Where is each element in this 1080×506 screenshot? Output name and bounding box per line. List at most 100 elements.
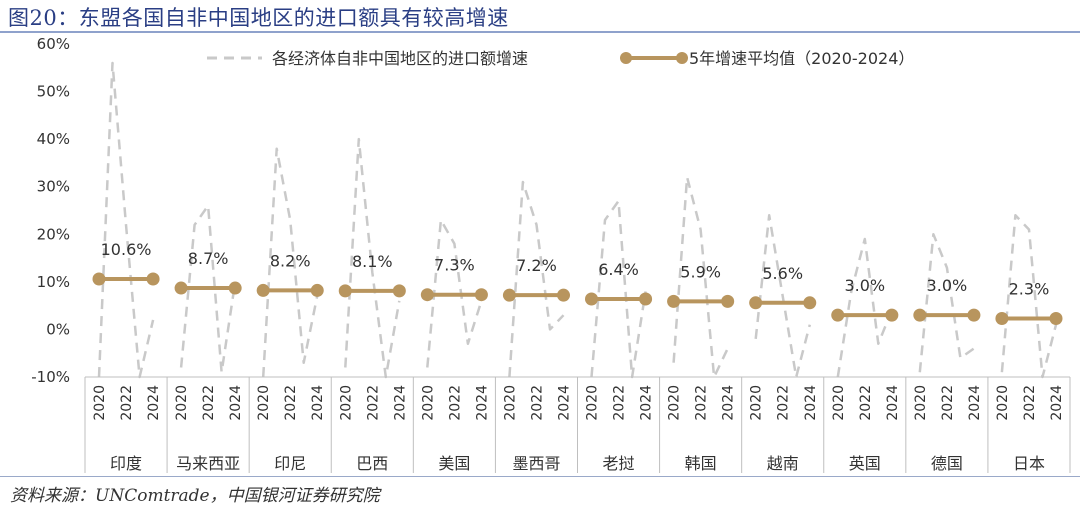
x-tick-label: 2022 <box>447 385 463 421</box>
growth-series-line <box>344 137 401 379</box>
legend-avg-label: 5年增速平均值（2020-2024） <box>689 49 914 68</box>
x-tick-label: 2024 <box>967 385 983 421</box>
legend-avg-marker <box>620 52 632 64</box>
category-label: 英国 <box>849 454 881 473</box>
growth-series-line <box>179 204 237 374</box>
y-tick-label: 50% <box>37 83 70 101</box>
x-tick-label: 2024 <box>392 385 408 421</box>
avg-point <box>667 294 681 308</box>
x-tick-label: 2024 <box>803 385 819 421</box>
x-tick-label: 2020 <box>338 385 354 421</box>
avg-data-label: 8.1% <box>352 252 393 271</box>
growth-series-line <box>672 175 729 379</box>
y-tick-label: 0% <box>46 320 70 338</box>
avg-point <box>803 296 817 310</box>
avg-data-label: 10.6% <box>101 240 152 259</box>
source-note: 资料来源：UNComtrade，中国银河证券研究院 <box>10 486 380 506</box>
y-tick-label: 60% <box>37 35 70 53</box>
x-tick-label: 2022 <box>940 385 956 421</box>
avg-point <box>310 283 324 297</box>
x-tick-label: 2022 <box>283 385 299 421</box>
growth-series-line <box>426 218 483 368</box>
category-label: 韩国 <box>685 454 717 473</box>
avg-point <box>967 308 981 322</box>
category-label: 马来西亚 <box>176 454 240 473</box>
avg-point <box>831 308 845 322</box>
avg-data-label: 3.0% <box>927 276 968 295</box>
legend-avg-marker <box>676 52 688 64</box>
x-tick-label: 2022 <box>119 385 135 421</box>
x-tick-label: 2022 <box>858 385 874 421</box>
avg-point <box>256 283 270 297</box>
avg-data-label: 7.2% <box>516 256 557 275</box>
x-tick-label: 2020 <box>502 385 518 421</box>
x-tick-label: 2020 <box>174 385 190 421</box>
x-tick-label: 2022 <box>1022 385 1038 421</box>
avg-point <box>749 296 763 310</box>
avg-point <box>420 288 434 302</box>
growth-series-line <box>918 233 975 373</box>
avg-point <box>721 294 735 308</box>
x-tick-label: 2022 <box>530 385 546 421</box>
category-label: 老挝 <box>603 454 635 473</box>
x-tick-label: 2020 <box>585 385 601 421</box>
avg-point <box>228 281 242 295</box>
x-tick-label: 2024 <box>1049 385 1065 421</box>
avg-point <box>92 272 106 286</box>
growth-series-line <box>590 199 647 379</box>
x-tick-label: 2022 <box>201 385 217 421</box>
avg-point <box>585 292 598 306</box>
category-label: 日本 <box>1013 454 1045 473</box>
avg-point <box>338 284 352 298</box>
category-label: 巴西 <box>356 454 388 473</box>
x-tick-label: 2020 <box>913 385 929 421</box>
x-tick-label: 2022 <box>776 385 792 421</box>
category-label: 印度 <box>110 454 142 473</box>
x-tick-label: 2024 <box>474 385 490 421</box>
avg-point <box>502 288 516 302</box>
avg-data-label: 8.7% <box>188 249 229 268</box>
chart-area: -10% 0% 10% 20% 30% 40% 50% 60% 各经济体自非中国地区的进口额增速… <box>31 35 1071 473</box>
avg-point <box>639 292 653 306</box>
x-tick-label: 2020 <box>667 385 683 421</box>
avg-data-label: 3.0% <box>844 276 885 295</box>
x-tick-label: 2024 <box>228 385 244 421</box>
avg-data-label: 6.4% <box>598 260 639 279</box>
category-label: 墨西哥 <box>512 454 560 473</box>
growth-series-line <box>97 61 155 379</box>
x-tick-label: 2024 <box>721 385 737 421</box>
x-tick-label: 2020 <box>749 385 765 421</box>
avg-point <box>174 281 188 295</box>
avg-point <box>913 308 927 322</box>
x-tick-label: 2024 <box>146 385 162 421</box>
growth-series-line <box>1000 214 1058 379</box>
x-tick-label: 2020 <box>995 385 1011 421</box>
x-tick-label: 2020 <box>256 385 272 421</box>
growth-series-line <box>261 147 319 378</box>
growth-series-line <box>836 237 893 378</box>
chart-title: 图20：东盟各国自非中国地区的进口额具有较高增速 <box>8 6 509 30</box>
x-tick-label: 2022 <box>365 385 381 421</box>
avg-data-label: 8.2% <box>270 251 311 270</box>
y-tick-label: 20% <box>37 225 70 243</box>
y-tick-label: 40% <box>37 130 70 148</box>
category-label: 越南 <box>767 454 799 473</box>
title-divider <box>0 31 1080 33</box>
avg-data-label: 5.6% <box>762 264 803 283</box>
legend-growth-label: 各经济体自非中国地区的进口额增速 <box>272 49 528 68</box>
x-tick-label: 2022 <box>612 385 628 421</box>
x-tick-label: 2022 <box>694 385 710 421</box>
category-label: 印尼 <box>274 454 306 473</box>
x-tick-label: 2020 <box>831 385 847 421</box>
avg-point <box>995 311 1009 325</box>
y-tick-label: 10% <box>37 273 70 291</box>
avg-data-label: 7.3% <box>434 256 475 275</box>
growth-series-line <box>754 214 812 379</box>
avg-point <box>392 284 406 298</box>
x-tick-label: 2024 <box>885 385 901 421</box>
x-tick-label: 2024 <box>639 385 655 421</box>
avg-point <box>474 288 488 302</box>
avg-point <box>146 272 160 286</box>
y-tick-label: -10% <box>31 368 70 386</box>
x-tick-label: 2020 <box>92 385 108 421</box>
